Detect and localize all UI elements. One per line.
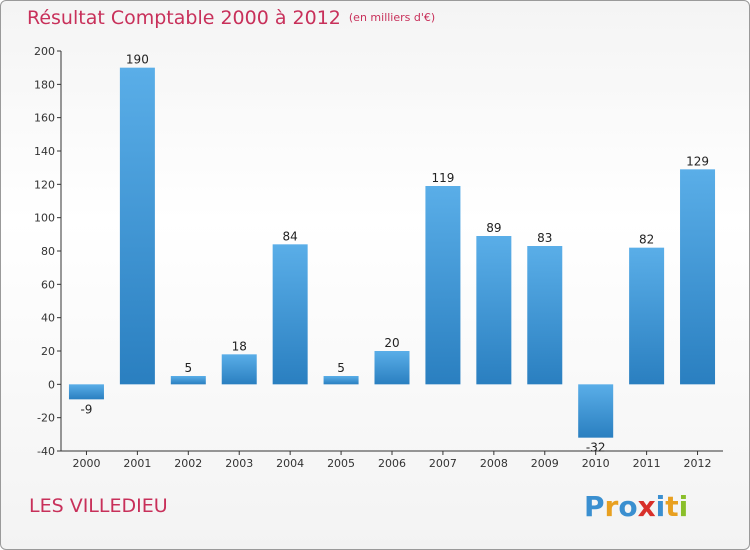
x-tick-label-2000: 2000 [72, 457, 100, 470]
bar-2006 [374, 351, 410, 385]
x-tick-label-2009: 2009 [531, 457, 559, 470]
logo-letter: i [655, 490, 666, 523]
x-tick-label-2004: 2004 [276, 457, 304, 470]
x-tick-label-2003: 2003 [225, 457, 253, 470]
value-label-2011: 82 [639, 233, 654, 247]
y-tick-label: 100 [34, 212, 55, 225]
bar-2004 [272, 244, 308, 385]
logo-letter: o [618, 490, 638, 523]
x-tick-label-2001: 2001 [123, 457, 151, 470]
y-tick-label: 0 [48, 378, 55, 391]
logo-letter: i [678, 490, 689, 523]
bar-2011 [629, 247, 665, 385]
y-tick-label: 60 [41, 278, 55, 291]
x-tick-label-2011: 2011 [633, 457, 661, 470]
bar-2007 [425, 186, 461, 385]
x-tick-label-2008: 2008 [480, 457, 508, 470]
logo-letter: t [665, 490, 679, 523]
value-label-2005: 5 [337, 361, 345, 375]
y-tick-label: -20 [37, 412, 55, 425]
x-tick-label-2005: 2005 [327, 457, 355, 470]
y-tick-label: 180 [34, 78, 55, 91]
proxiti-logo: Proxiti [584, 490, 688, 523]
logo-letter: P [584, 490, 605, 523]
bar-2003 [221, 354, 257, 385]
value-label-2007: 119 [431, 171, 454, 185]
commune-name: LES VILLEDIEU [29, 495, 168, 517]
value-label-2003: 18 [232, 339, 247, 353]
bar-2012 [680, 169, 716, 385]
x-tick-label-2012: 2012 [684, 457, 712, 470]
value-label-2001: 190 [126, 53, 149, 67]
logo-letter: r [604, 490, 619, 523]
x-tick-label-2010: 2010 [582, 457, 610, 470]
x-tick-label-2002: 2002 [174, 457, 202, 470]
bar-2008 [476, 236, 512, 385]
bar-2005 [323, 376, 359, 385]
bar-2009 [527, 246, 563, 385]
y-tick-label: 200 [34, 45, 55, 58]
value-label-2004: 84 [283, 229, 298, 243]
y-tick-label: 20 [41, 345, 55, 358]
y-tick-label: 160 [34, 112, 55, 125]
value-label-2006: 20 [384, 336, 399, 350]
chart-title: Résultat Comptable 2000 à 2012 (en millie… [27, 7, 435, 29]
logo-letter: x [637, 490, 656, 523]
value-label-2000: -9 [80, 402, 92, 416]
value-label-2009: 83 [537, 231, 552, 245]
bar-2002 [170, 376, 206, 385]
y-tick-label: 140 [34, 145, 55, 158]
chart-title-text: Résultat Comptable 2000 à 2012 [27, 7, 341, 29]
x-tick-label-2006: 2006 [378, 457, 406, 470]
y-tick-label: -40 [37, 445, 55, 458]
value-label-2012: 129 [686, 154, 709, 168]
value-label-2008: 89 [486, 221, 501, 235]
chart-subtitle: (en milliers d'€) [348, 11, 436, 24]
y-tick-label: 120 [34, 178, 55, 191]
bar-2010 [578, 384, 614, 438]
bar-2000 [68, 384, 104, 400]
y-tick-label: 80 [41, 245, 55, 258]
value-label-2002: 5 [184, 361, 192, 375]
value-label-2010: -32 [586, 441, 606, 455]
x-tick-label-2007: 2007 [429, 457, 457, 470]
y-tick-label: 40 [41, 312, 55, 325]
bar-2001 [119, 67, 155, 385]
